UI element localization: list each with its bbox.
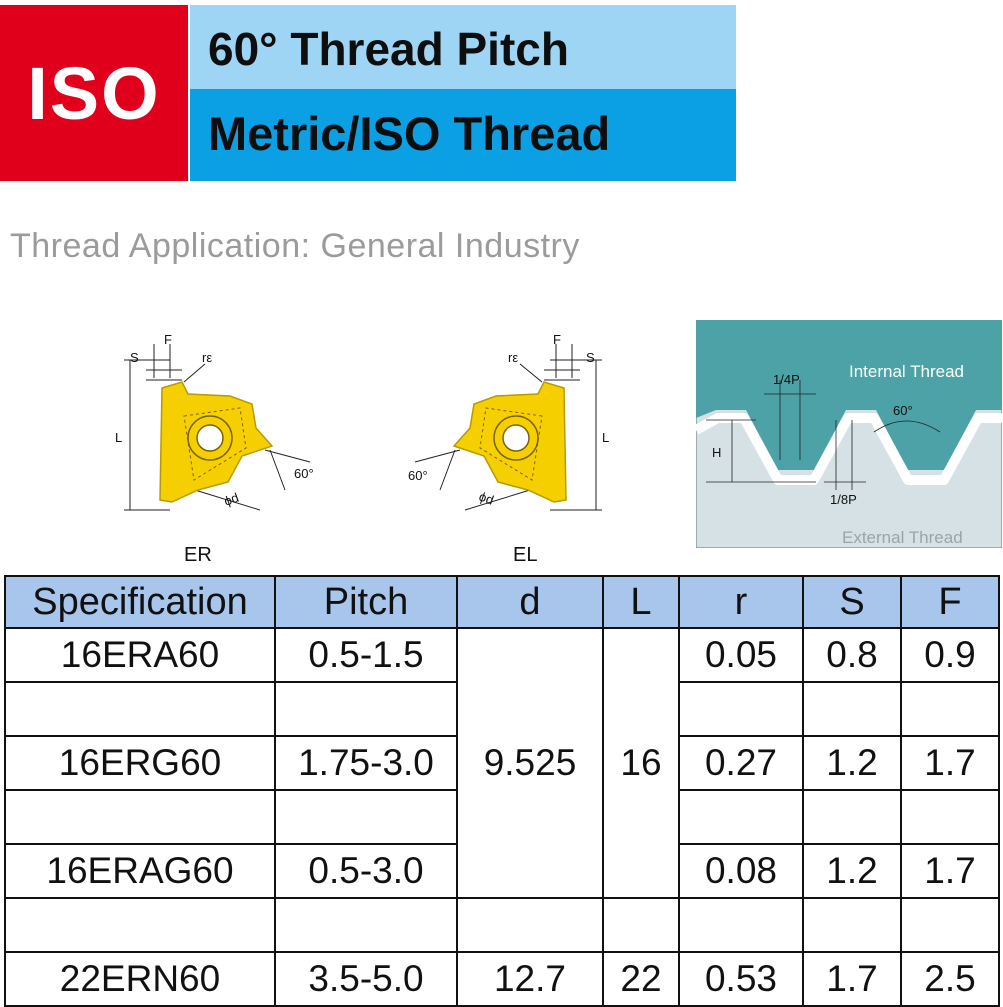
- external-thread-label: External Thread: [842, 528, 963, 547]
- el-d-label: ϕd: [477, 489, 496, 508]
- er-f-label: F: [164, 332, 172, 347]
- cell-empty: [274, 897, 458, 953]
- el-label: EL: [513, 544, 538, 566]
- cell-pitch: 0.5-1.5: [274, 627, 458, 683]
- cell-empty: [678, 897, 804, 953]
- el-r-label: rε: [508, 350, 518, 365]
- title-band-top: 60° Thread Pitch: [190, 5, 736, 89]
- cell-empty: [802, 681, 902, 737]
- el-f-label: F: [553, 332, 561, 347]
- cell-l: 22: [602, 951, 680, 1007]
- er-d-label: ϕd: [222, 490, 241, 509]
- cell-empty: [678, 681, 804, 737]
- cell-s: 1.2: [802, 735, 902, 791]
- cell-d-merged: 9.525: [456, 627, 604, 899]
- cell-r: 0.05: [678, 627, 804, 683]
- table-spacer-row: [4, 897, 1000, 953]
- cell-empty: [4, 789, 276, 845]
- cell-spec: 16ERA60: [4, 627, 276, 683]
- cell-pitch: 1.75-3.0: [274, 735, 458, 791]
- title-band-bottom: Metric/ISO Thread: [190, 89, 736, 181]
- el-l-label: L: [602, 430, 609, 445]
- cell-s: 1.2: [802, 843, 902, 899]
- cell-spec: 16ERAG60: [4, 843, 276, 899]
- er-r-label: rε: [202, 350, 212, 365]
- table-row: 16ERA60 0.5-1.5 9.525 16 0.05 0.8 0.9: [4, 627, 1000, 899]
- cell-empty: [802, 897, 902, 953]
- cell-pitch: 3.5-5.0: [274, 951, 458, 1007]
- height-label: H: [712, 445, 721, 460]
- cell-f: 1.7: [900, 735, 1000, 791]
- el-insert-diagram: S F rε L ϕd 60°: [408, 332, 609, 511]
- quarter-pitch-label: 1/4P: [773, 372, 800, 387]
- header-specification: Specification: [4, 575, 276, 629]
- thread-angle-label: 60°: [893, 403, 913, 418]
- cell-empty: [900, 681, 1000, 737]
- cell-r: 0.08: [678, 843, 804, 899]
- table-header-row: Specification Pitch d L r S F: [4, 575, 1000, 629]
- table-row: 16ERG60 1.75-3.0 0.27 1.2 1.7: [4, 735, 1000, 791]
- cell-empty: [4, 681, 276, 737]
- el-angle-label: 60°: [408, 468, 428, 483]
- cell-f: 2.5: [900, 951, 1000, 1007]
- el-s-label: S: [586, 350, 595, 365]
- er-l-label: L: [115, 430, 122, 445]
- er-angle-label: 60°: [294, 466, 314, 481]
- specification-table: Specification Pitch d L r S F 16ERA60 0.…: [4, 575, 1000, 1007]
- cell-empty: [274, 681, 458, 737]
- table-row: 16ERAG60 0.5-3.0 0.08 1.2 1.7: [4, 843, 1000, 899]
- cell-l-merged: 16: [602, 627, 680, 899]
- cell-empty: [900, 897, 1000, 953]
- header-pitch: Pitch: [274, 575, 458, 629]
- internal-thread-label: Internal Thread: [849, 362, 964, 381]
- application-text: Thread Application: General Industry: [10, 227, 580, 265]
- header-f: F: [900, 575, 1000, 629]
- cell-empty: [4, 897, 276, 953]
- er-insert-diagram: S F rε L ϕd 60°: [115, 332, 314, 511]
- cell-spec: 16ERG60: [4, 735, 276, 791]
- header-s: S: [802, 575, 902, 629]
- cell-spec: 22ERN60: [4, 951, 276, 1007]
- iso-badge: ISO: [0, 5, 188, 181]
- header-d: d: [456, 575, 604, 629]
- table-spacer-row: [4, 789, 1000, 845]
- cell-empty: [602, 897, 680, 953]
- cell-empty: [456, 897, 604, 953]
- cell-d: 12.7: [456, 951, 604, 1007]
- cell-s: 0.8: [802, 627, 902, 683]
- thread-profile-diagram: Internal Thread 1/4P 60° H 1/8P External…: [696, 320, 1002, 548]
- header-l: L: [602, 575, 680, 629]
- er-s-label: S: [130, 350, 139, 365]
- cell-pitch: 0.5-3.0: [274, 843, 458, 899]
- cell-r: 0.53: [678, 951, 804, 1007]
- cell-empty: [802, 789, 902, 845]
- table-spacer-row: [4, 681, 1000, 737]
- cell-s: 1.7: [802, 951, 902, 1007]
- cell-r: 0.27: [678, 735, 804, 791]
- cell-empty: [900, 789, 1000, 845]
- cell-empty: [678, 789, 804, 845]
- header-r: r: [678, 575, 804, 629]
- cell-f: 0.9: [900, 627, 1000, 683]
- table-row: 22ERN60 3.5-5.0 12.7 22 0.53 1.7 2.5: [4, 951, 1000, 1007]
- er-label: ER: [184, 544, 212, 566]
- cell-f: 1.7: [900, 843, 1000, 899]
- cell-empty: [274, 789, 458, 845]
- title-thread-pitch: 60° Thread Pitch: [208, 23, 569, 75]
- eighth-pitch-label: 1/8P: [830, 492, 857, 507]
- title-metric-iso: Metric/ISO Thread: [208, 107, 611, 160]
